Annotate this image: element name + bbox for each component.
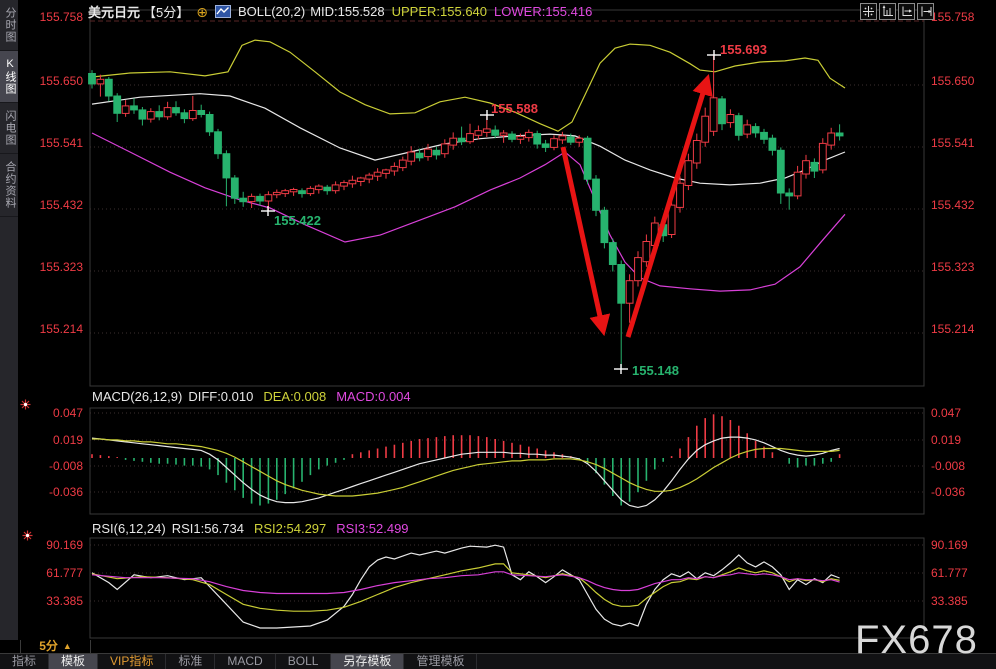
macd-value-label: MACD:0.004	[336, 389, 411, 404]
price-axis-left: 155.758 155.650 155.541 155.432 155.323 155.2…	[0, 0, 86, 669]
axis-label: 155.650	[931, 74, 975, 88]
fx678-watermark: FX678	[855, 618, 978, 662]
boll-mid-label: MID:155.528	[310, 4, 385, 19]
axis-label: 90.169	[931, 538, 968, 552]
tab-vip-indicator[interactable]: VIP指标	[98, 654, 167, 669]
price-annotation: 155.148	[632, 363, 679, 378]
axis-label: 155.541	[931, 136, 975, 150]
kline-chart-icon[interactable]	[214, 5, 231, 18]
rsi-settings-gear-icon[interactable]	[22, 528, 33, 546]
boll-params-label: BOLL(20,2)	[237, 4, 306, 19]
axis-label: 155.432	[39, 198, 83, 212]
axis-label: -0.036	[48, 485, 83, 499]
period-selector-label: 5分	[39, 639, 58, 653]
axis-label: 155.323	[931, 260, 975, 274]
axis-label: 0.047	[52, 406, 83, 420]
axis-label: 0.019	[52, 433, 83, 447]
axis-label: 155.758	[931, 10, 975, 24]
axis-label: 61.777	[46, 566, 83, 580]
price-annotation: 155.422	[274, 213, 321, 228]
axis-label: -0.008	[48, 459, 83, 473]
axis-label: 155.323	[39, 260, 83, 274]
axis-label: 61.777	[931, 566, 968, 580]
axis-label: 155.214	[39, 322, 83, 336]
rsi2-label: RSI2:54.297	[253, 521, 327, 536]
price-axis-right: 155.758 155.650 155.541 155.432 155.323 155.2…	[928, 0, 994, 669]
axis-label: 155.650	[39, 74, 83, 88]
sidebar-item-kline-chart[interactable]: K线图	[0, 51, 18, 103]
tab-boll[interactable]: BOLL	[276, 654, 332, 669]
axis-shift-icon[interactable]	[917, 3, 934, 20]
macd-settings-gear-icon[interactable]	[20, 397, 31, 415]
rsi-params-label: RSI(6,12,24)	[92, 521, 166, 536]
main-chart-header: 美元日元 【5分】 ⊕ BOLL(20,2) MID:155.528 UPPER…	[88, 2, 592, 21]
tab-save-template[interactable]: 另存模板	[331, 654, 405, 669]
tab-macd[interactable]: MACD	[215, 654, 276, 669]
tab-manage-template[interactable]: 管理模板	[404, 654, 478, 669]
price-annotation: 155.693	[720, 42, 767, 57]
tab-standard[interactable]: 标准	[166, 654, 216, 669]
macd-dea-label: DEA:0.008	[263, 389, 327, 404]
macd-header: MACD(26,12,9) DIFF:0.010 DEA:0.008 MACD:…	[92, 389, 411, 404]
macd-params-label: MACD(26,12,9)	[92, 389, 183, 404]
rsi1-label: RSI1:56.734	[171, 521, 244, 536]
axis-label: -0.008	[931, 459, 966, 473]
tab-indicator[interactable]: 指标	[0, 654, 50, 669]
axis-label: 155.432	[931, 198, 975, 212]
axis-label: 90.169	[46, 538, 83, 552]
bottom-separator	[0, 653, 996, 654]
sidebar-item-contract-info[interactable]: 合约资料	[0, 154, 18, 217]
price-annotation: 155.588	[491, 101, 538, 116]
indicator-pane-icon[interactable]	[879, 3, 896, 20]
axis-label: 155.541	[39, 136, 83, 150]
boll-upper-label: UPPER:155.640	[391, 4, 488, 19]
boll-lower-label: LOWER:155.416	[494, 4, 593, 19]
axis-label: 155.758	[39, 10, 83, 24]
tab-template[interactable]: 模板	[49, 654, 99, 669]
axis-label: 33.385	[931, 594, 968, 608]
symbol-label: 美元日元	[88, 5, 141, 20]
axis-label: 0.019	[931, 433, 962, 447]
add-overlay-icon[interactable]: ⊕	[196, 3, 208, 20]
sidebar-item-time-chart[interactable]: 分时图	[0, 0, 18, 51]
axis-label: 33.385	[46, 594, 83, 608]
chart-type-sidebar: 分时图 K线图 闪电图 合约资料	[0, 0, 18, 640]
bottom-tab-bar: 指标 模板 VIP指标 标准 MACD BOLL 另存模板 管理模板	[0, 654, 996, 669]
period-selector[interactable]: 5分 ▲	[20, 640, 91, 653]
macd-diff-label: DIFF:0.010	[188, 389, 254, 404]
pan-right-icon[interactable]	[898, 3, 915, 20]
axis-label: -0.036	[931, 485, 966, 499]
triangle-up-icon: ▲	[62, 641, 72, 651]
axis-label: 0.047	[931, 406, 962, 420]
crosshair-icon[interactable]	[860, 3, 877, 20]
axis-label: 155.214	[931, 322, 975, 336]
period-label: 【5分】	[143, 5, 190, 20]
sidebar-item-flash-chart[interactable]: 闪电图	[0, 103, 18, 154]
rsi-header: RSI(6,12,24) RSI1:56.734 RSI2:54.297 RSI…	[92, 521, 409, 536]
rsi3-label: RSI3:52.499	[336, 521, 409, 536]
chart-toolbar	[860, 3, 934, 20]
